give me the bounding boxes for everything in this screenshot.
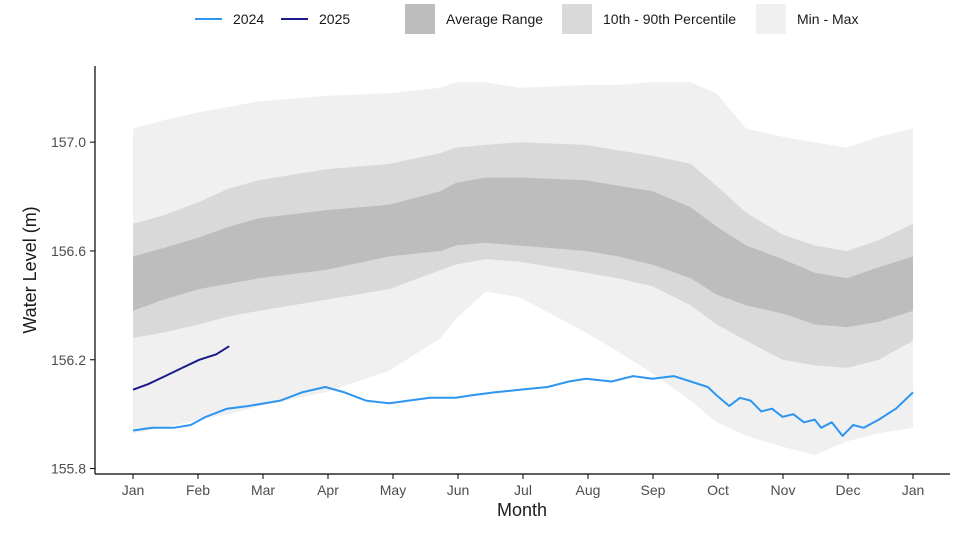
x-tick-label: Feb bbox=[186, 482, 210, 498]
legend-label-2025: 2025 bbox=[319, 11, 350, 27]
y-tick-label: 156.6 bbox=[51, 243, 86, 259]
legend-label-percentile: 10th - 90th Percentile bbox=[603, 11, 736, 27]
x-tick-label: Jan bbox=[902, 482, 925, 498]
legend: 2024 2025 Average Range 10th - 90th Perc… bbox=[195, 4, 858, 34]
x-tick-label: Sep bbox=[641, 482, 666, 498]
x-tick-label: Nov bbox=[771, 482, 796, 498]
legend-swatch-average-range bbox=[405, 4, 435, 34]
y-tick-label: 156.2 bbox=[51, 352, 86, 368]
x-axis-title: Month bbox=[497, 500, 547, 520]
y-ticks: 155.8 156.2 156.6 157.0 bbox=[51, 134, 95, 477]
x-tick-label: Oct bbox=[707, 482, 729, 498]
x-ticks: Jan Feb Mar Apr May Jun Jul Aug Sep Oct Nov Dec Jan bbox=[122, 474, 925, 498]
average-range-band bbox=[133, 177, 913, 328]
x-tick-label: May bbox=[380, 482, 406, 498]
legend-label-min-max: Min - Max bbox=[797, 11, 858, 27]
percentile-band bbox=[133, 142, 913, 368]
legend-label-2024: 2024 bbox=[233, 11, 264, 27]
legend-label-average-range: Average Range bbox=[446, 11, 543, 27]
legend-swatch-min-max bbox=[756, 4, 786, 34]
x-tick-label: Jul bbox=[514, 482, 532, 498]
series-line-2024 bbox=[132, 375, 914, 437]
x-tick-label: Apr bbox=[317, 482, 339, 498]
legend-swatch-percentile bbox=[562, 4, 592, 34]
plot-area bbox=[132, 82, 914, 456]
y-axis-title: Water Level (m) bbox=[20, 206, 40, 333]
x-tick-label: Aug bbox=[576, 482, 601, 498]
y-tick-label: 155.8 bbox=[51, 461, 86, 477]
series-line-2025 bbox=[132, 345, 230, 391]
y-tick-label: 157.0 bbox=[51, 134, 86, 150]
x-tick-label: Jan bbox=[122, 482, 145, 498]
x-tick-label: Jun bbox=[447, 482, 470, 498]
x-tick-label: Mar bbox=[251, 482, 275, 498]
x-tick-label: Dec bbox=[836, 482, 861, 498]
